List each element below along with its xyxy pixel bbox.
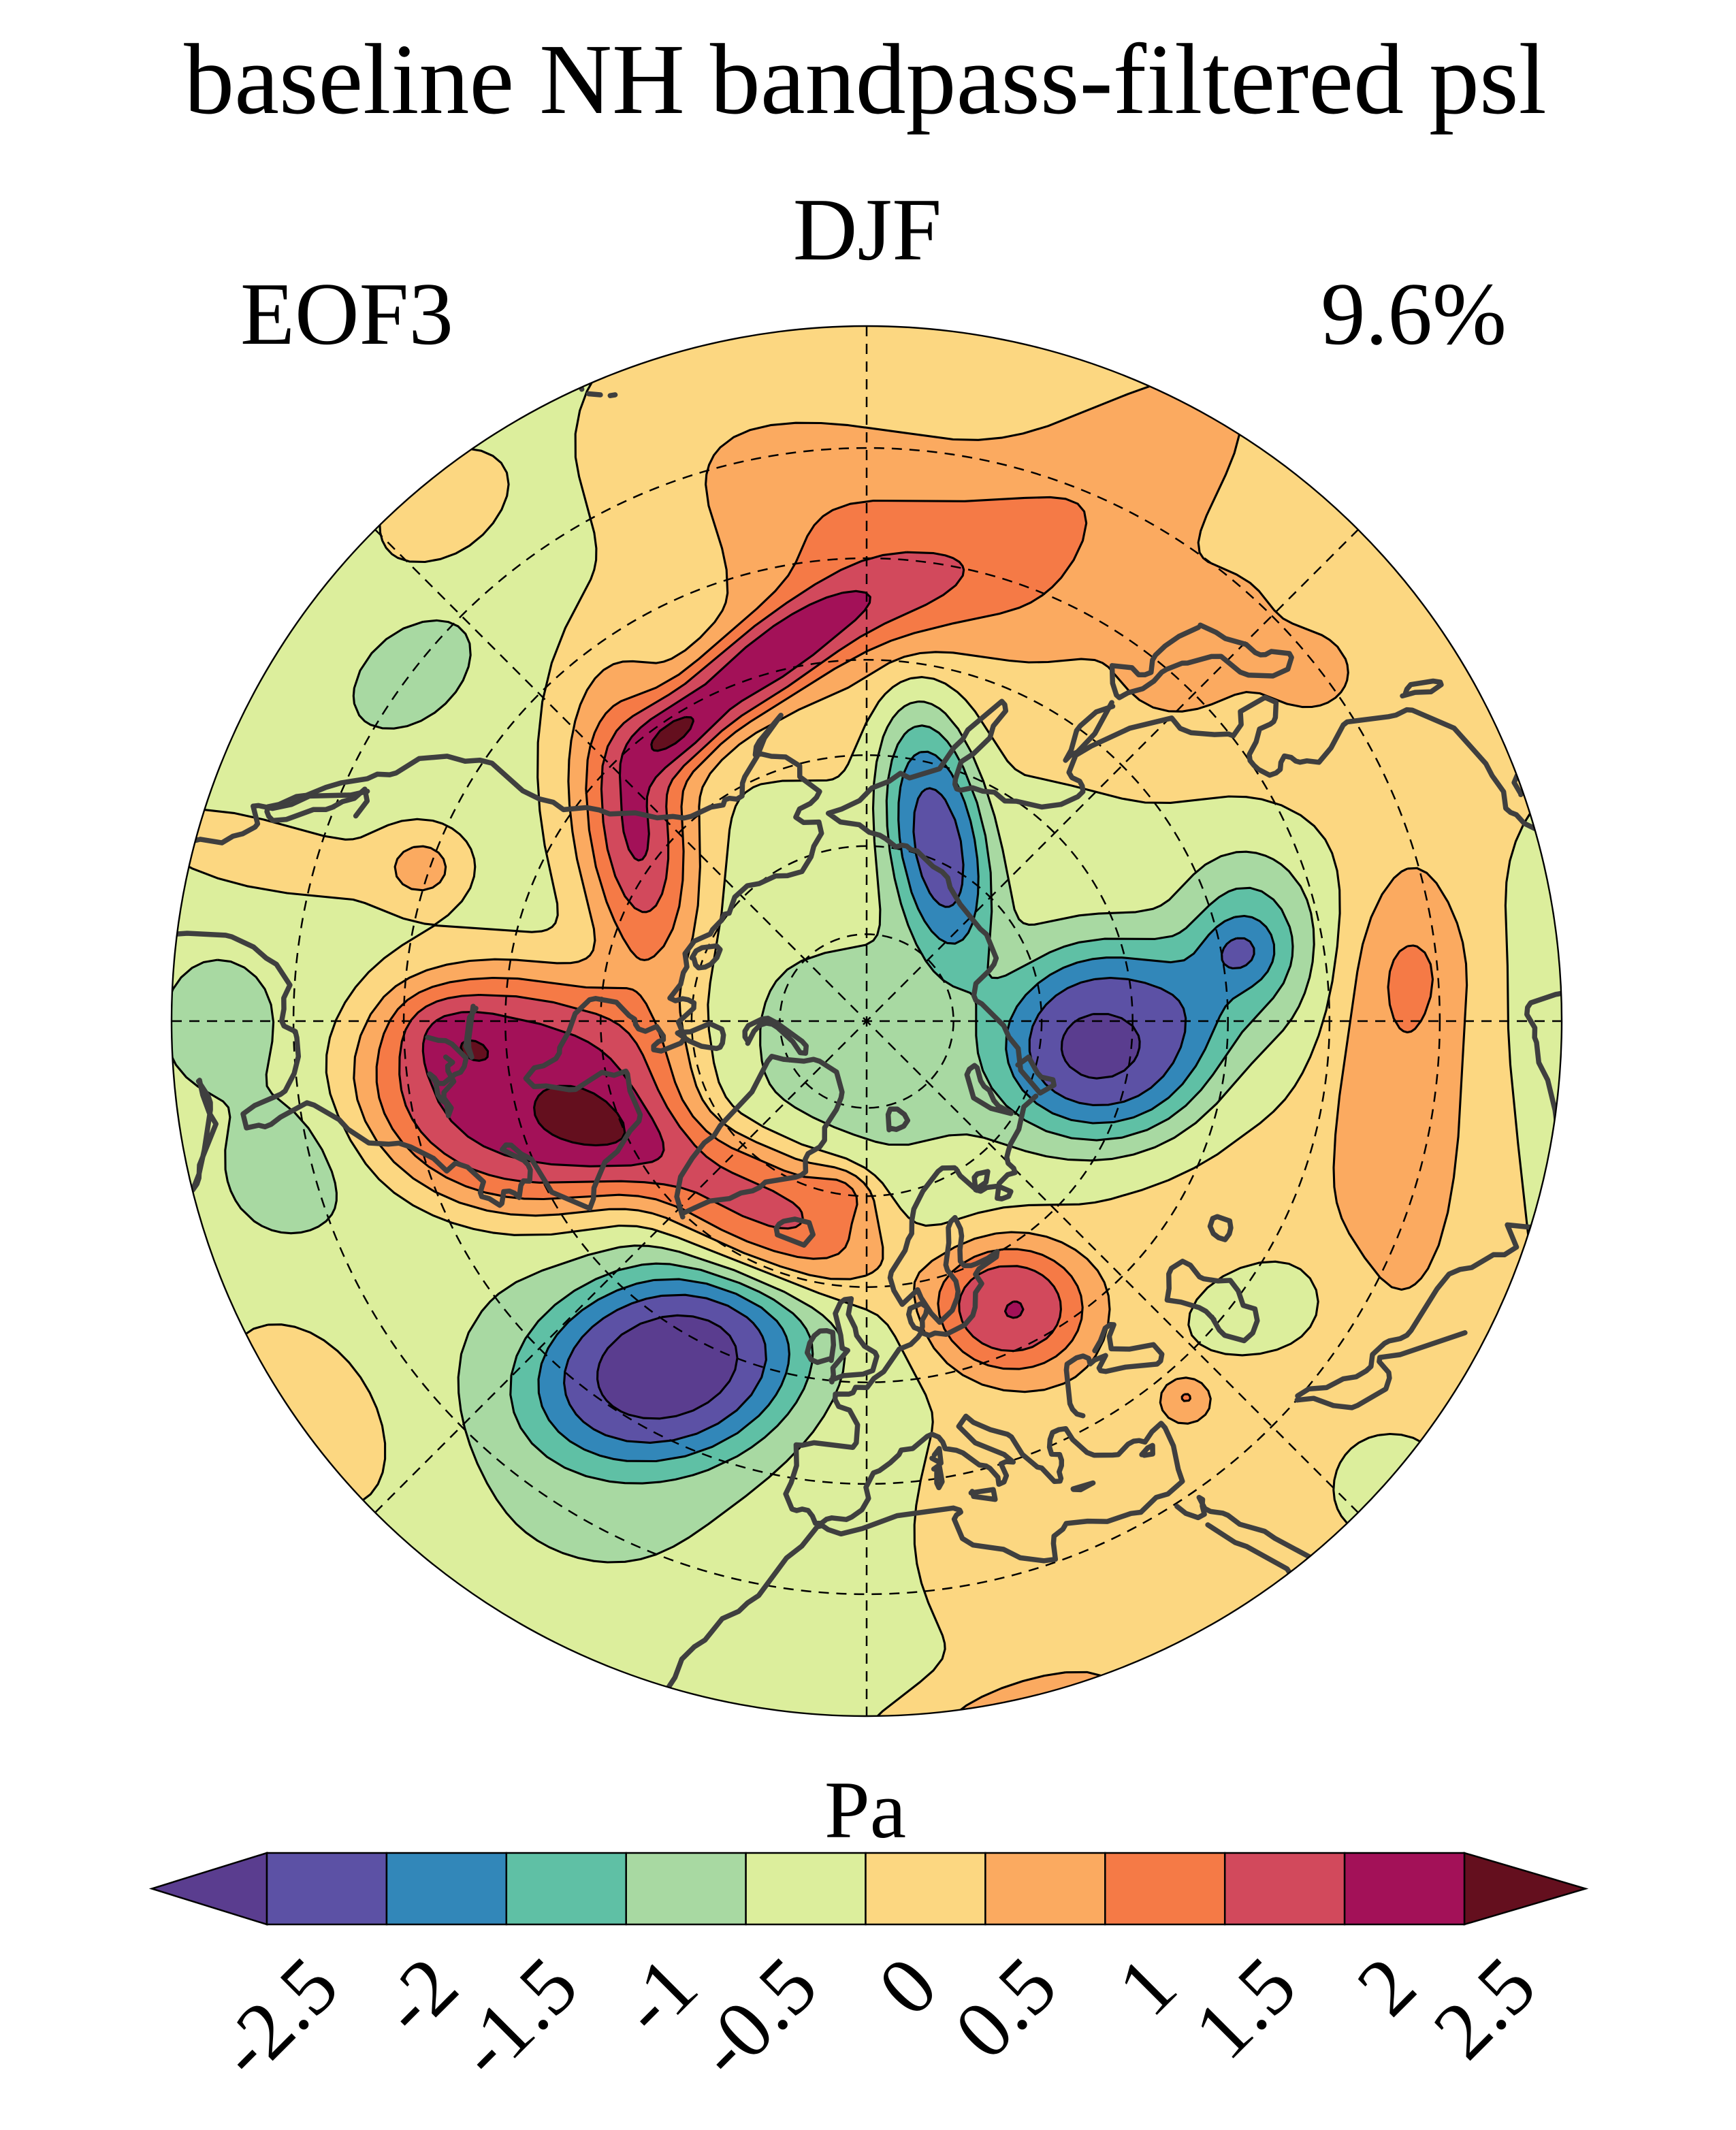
svg-text:Pa: Pa xyxy=(824,1764,906,1855)
svg-text:EOF3: EOF3 xyxy=(240,265,453,364)
svg-text:baseline NH bandpass-filtered: baseline NH bandpass-filtered psl xyxy=(184,24,1547,135)
svg-text:9.6%: 9.6% xyxy=(1321,265,1507,364)
svg-text:DJF: DJF xyxy=(793,180,942,279)
